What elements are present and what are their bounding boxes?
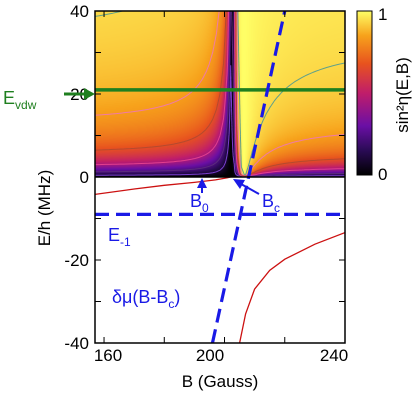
zeeman-line-label: δμ(B-Bc) — [112, 287, 180, 311]
x-tick-label: 240 — [320, 346, 348, 365]
y-tick-label: 0 — [80, 168, 89, 187]
y-axis-title: E/h (MHz) — [35, 170, 54, 247]
evdw-arrow — [64, 88, 95, 100]
x-tick-label: 160 — [94, 346, 122, 365]
colorbar: 1 0 sin²η(E,B) — [356, 5, 412, 184]
bound-state-upper-branch — [95, 176, 231, 196]
colorbar-title: sin²η(E,B) — [393, 57, 412, 133]
axis-ticks — [95, 10, 346, 344]
colorbar-gradient — [356, 10, 373, 176]
b0-label: B0 — [190, 191, 209, 215]
x-axis-title: B (Gauss) — [182, 372, 259, 391]
y-tick-label: 40 — [70, 2, 89, 21]
evdw-label: Evdw — [3, 88, 37, 112]
b0-arrow — [197, 178, 207, 193]
x-tick-label: 200 — [196, 346, 224, 365]
colorbar-tick-label: 0 — [378, 165, 387, 184]
contour-line — [95, 11, 345, 177]
contour-line — [95, 11, 345, 177]
bc-arrow — [233, 179, 260, 195]
y-tick-label: -20 — [64, 251, 89, 270]
y-tick-label: -40 — [64, 334, 89, 353]
e-minus-one-label: E-1 — [108, 225, 131, 249]
colorbar-tick-label: 1 — [378, 5, 387, 24]
bound-state-lower-branch — [238, 231, 345, 343]
bc-label: Bc — [262, 191, 280, 215]
contour-line — [95, 65, 345, 177]
